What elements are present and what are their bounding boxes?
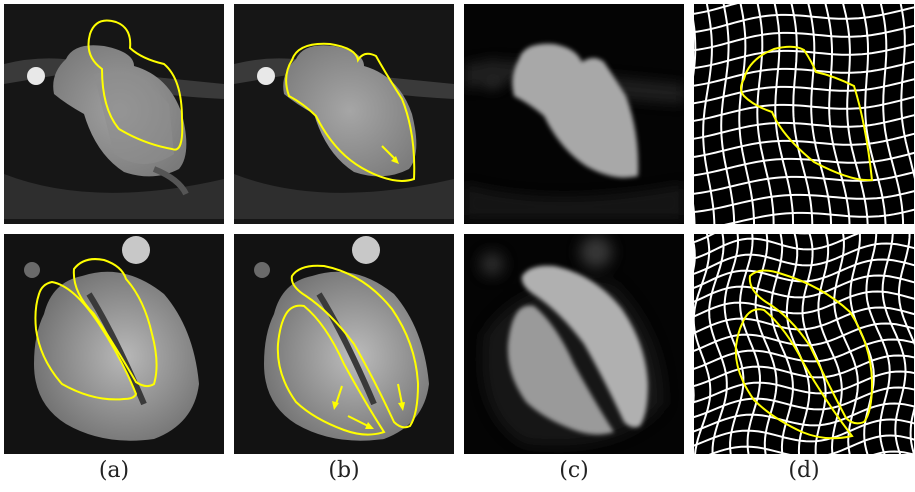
grid-line — [694, 114, 914, 140]
grid-line — [694, 338, 914, 370]
grid-line — [702, 4, 716, 224]
arrow-icon — [347, 415, 374, 429]
grid-line — [694, 190, 914, 213]
warped-contour-right — [748, 269, 874, 425]
grid-line — [723, 234, 745, 454]
grid-line — [694, 386, 914, 419]
panel-c-top — [464, 4, 684, 224]
grid-line — [694, 290, 914, 318]
vessel-blob — [122, 236, 150, 264]
refined-contour — [285, 42, 416, 182]
grid-line — [694, 258, 914, 289]
initial-contour-right — [72, 258, 158, 388]
initial-contour-left — [34, 280, 138, 401]
grid-line — [807, 4, 833, 224]
panel-a-top — [4, 4, 224, 224]
heart-chamber — [264, 271, 429, 441]
grid-line — [754, 234, 778, 454]
warped-contour-left — [734, 308, 854, 440]
grid-line — [817, 234, 843, 454]
grid-line — [694, 242, 914, 275]
grid-line — [694, 234, 712, 454]
refined-contour-left — [276, 304, 386, 436]
grid-line — [881, 234, 907, 454]
grid-line — [801, 234, 827, 454]
vessel-blob — [352, 236, 380, 264]
shape-prior — [507, 265, 648, 435]
grid-line — [694, 306, 914, 335]
grid-line — [694, 418, 914, 447]
grid-line — [694, 151, 914, 177]
grid-line — [694, 132, 914, 158]
grid-line — [756, 4, 775, 224]
grid-line — [694, 96, 914, 122]
grid-line — [790, 4, 814, 224]
arrow-icon — [381, 145, 399, 164]
grid-line — [739, 234, 762, 454]
grid-line — [873, 450, 914, 454]
grid-line — [694, 60, 914, 87]
grid-line — [694, 24, 914, 52]
grid-line — [694, 78, 914, 105]
grid-line — [694, 4, 738, 15]
panel-a-bottom — [4, 234, 224, 454]
grid-line — [694, 274, 914, 303]
grid-line — [694, 42, 914, 70]
arrow-icon — [397, 383, 405, 411]
panel-d-top — [694, 4, 914, 224]
refined-contour-right — [290, 264, 420, 429]
grid-line — [694, 234, 860, 260]
panel-d-bottom — [694, 234, 914, 454]
grid-line — [694, 6, 914, 34]
panel-b-top — [234, 4, 454, 224]
panel-b-bottom — [234, 234, 454, 454]
grid-line — [720, 4, 736, 224]
grid-line — [879, 4, 905, 224]
grid-line — [897, 234, 914, 454]
grid-line — [860, 4, 887, 224]
vessel-blob — [257, 67, 275, 85]
grid-line — [899, 4, 914, 179]
grid-line — [694, 171, 914, 195]
shape-prior — [512, 43, 639, 178]
vessel-blob — [27, 67, 45, 85]
grid-line — [694, 370, 914, 404]
grid-line — [694, 19, 697, 224]
initial-contour — [87, 19, 184, 151]
panel-c-bottom — [464, 234, 684, 454]
grid-line — [833, 234, 859, 454]
arrow-icon — [332, 385, 343, 410]
heart-chamber — [34, 271, 199, 441]
grid-line — [738, 4, 755, 224]
deformation-grid — [694, 4, 914, 224]
caption-b: (b) — [328, 458, 360, 483]
heart-chamber — [283, 45, 417, 177]
grid-line — [773, 4, 795, 224]
warped-contour — [740, 45, 874, 182]
grid-line — [865, 234, 891, 454]
grid-line — [724, 208, 914, 224]
grid-line — [770, 234, 794, 454]
grid-line — [694, 322, 914, 352]
caption-a: (a) — [98, 458, 130, 483]
caption-c: (c) — [559, 458, 589, 483]
caption-d: (d) — [788, 458, 820, 483]
grid-line — [694, 354, 914, 388]
grid-line — [708, 234, 728, 454]
grid-line — [708, 434, 914, 454]
grid-line — [842, 4, 869, 224]
grid-line — [824, 4, 851, 224]
grid-line — [694, 402, 914, 433]
